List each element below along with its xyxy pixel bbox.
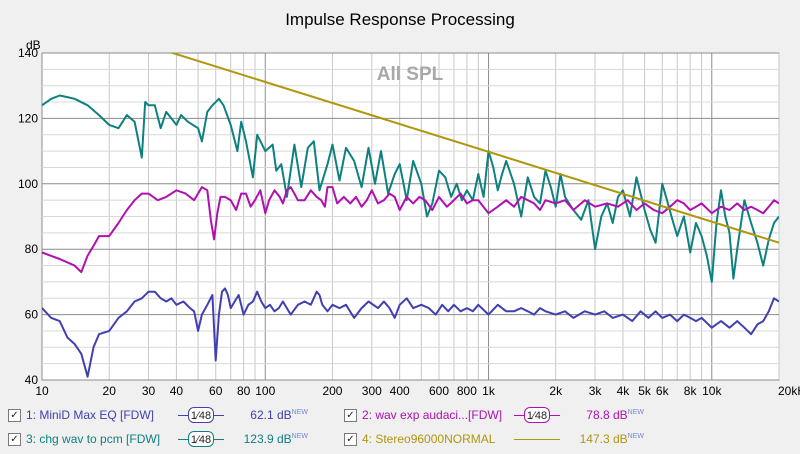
watermark-label: All SPL [377, 64, 444, 85]
legend-swatch-4 [514, 439, 560, 440]
legend-value-2: 78.8 dBNEW [562, 408, 644, 422]
x-tick-label: 4k [617, 384, 631, 398]
x-tick-label: 400 [390, 384, 410, 398]
new-badge-3: NEW [291, 433, 308, 440]
legend-entry-1: ✓ 1: MiniD Max EQ [FDW] [8, 405, 154, 425]
series-line-4 [169, 53, 779, 244]
series-line-1 [42, 94, 779, 283]
x-tick-label: 600 [429, 384, 449, 398]
x-tick-label: 40 [170, 384, 184, 398]
y-tick-label: 120 [18, 111, 38, 125]
y-tick-label: 60 [25, 308, 39, 322]
x-tick-label: 800 [457, 384, 477, 398]
smoothing-button-3[interactable]: 1⁄48 [188, 431, 214, 447]
chart: Impulse Response Processing All SPL dB 4… [18, 10, 800, 398]
legend-entry-3: ✓ 3: chg wav to pcm [FDW] [8, 429, 160, 449]
legend-label-2: 2: wav exp audaci...[FDW] [362, 408, 503, 422]
legend-checkbox-4[interactable]: ✓ [344, 432, 357, 446]
x-tick-label: 8k [684, 384, 698, 398]
smoothing-button-2[interactable]: 1⁄48 [524, 407, 550, 423]
legend-value-text-3: 123.9 dB [243, 432, 292, 446]
series-line-3 [42, 287, 779, 378]
legend-entry-4: ✓ 4: Stereo96000NORMAL [344, 429, 495, 449]
legend-label-1: 1: MiniD Max EQ [FDW] [26, 408, 155, 422]
x-tick-label: 300 [362, 384, 382, 398]
x-tick-label: 30 [142, 384, 156, 398]
y-tick-label: 100 [18, 177, 38, 191]
legend-entry-2: ✓ 2: wav exp audaci...[FDW] [344, 405, 502, 425]
legend: ✓ 1: MiniD Max EQ [FDW] 1⁄48 62.1 dBNEW … [0, 402, 800, 454]
legend-value-1: 62.1 dBNEW [226, 408, 308, 422]
legend-value-text-1: 62.1 dB [250, 408, 292, 422]
legend-checkbox-1[interactable]: ✓ [8, 408, 21, 422]
new-badge-4: NEW [627, 433, 644, 440]
x-tick-label: 6k [656, 384, 670, 398]
x-tick-label: 2k [549, 384, 563, 398]
legend-value-text-2: 78.8 dB [586, 408, 628, 422]
new-badge-2: NEW [627, 409, 644, 416]
legend-checkbox-2[interactable]: ✓ [344, 408, 357, 422]
y-axis-label: dB [26, 38, 41, 52]
x-tick-label: 20 [103, 384, 117, 398]
legend-label-4: 4: Stereo96000NORMAL [362, 432, 496, 446]
x-tick-label: 1k [482, 384, 496, 398]
x-tick-label: 80 [237, 384, 251, 398]
x-tick-label: 3k [589, 384, 603, 398]
x-tick-label: 10 [35, 384, 49, 398]
x-tick-label: 20kHz [778, 384, 800, 398]
y-tick-label: 80 [25, 242, 39, 256]
legend-label-3: 3: chg wav to pcm [FDW] [26, 432, 161, 446]
x-tick-label: 10k [702, 384, 722, 398]
x-tick-label: 200 [322, 384, 342, 398]
smoothing-button-1[interactable]: 1⁄48 [188, 407, 214, 423]
series-line-2 [42, 186, 779, 274]
y-tick-label: 140 [18, 46, 38, 60]
legend-checkbox-3[interactable]: ✓ [8, 432, 21, 446]
x-tick-label: 100 [255, 384, 275, 398]
legend-value-4: 147.3 dBNEW [562, 432, 644, 446]
y-tick-label: 40 [25, 373, 39, 387]
new-badge-1: NEW [291, 409, 308, 416]
x-tick-label: 60 [209, 384, 223, 398]
legend-value-text-4: 147.3 dB [579, 432, 628, 446]
chart-title: Impulse Response Processing [285, 10, 515, 29]
legend-value-3: 123.9 dBNEW [226, 432, 308, 446]
x-tick-label: 5k [638, 384, 652, 398]
